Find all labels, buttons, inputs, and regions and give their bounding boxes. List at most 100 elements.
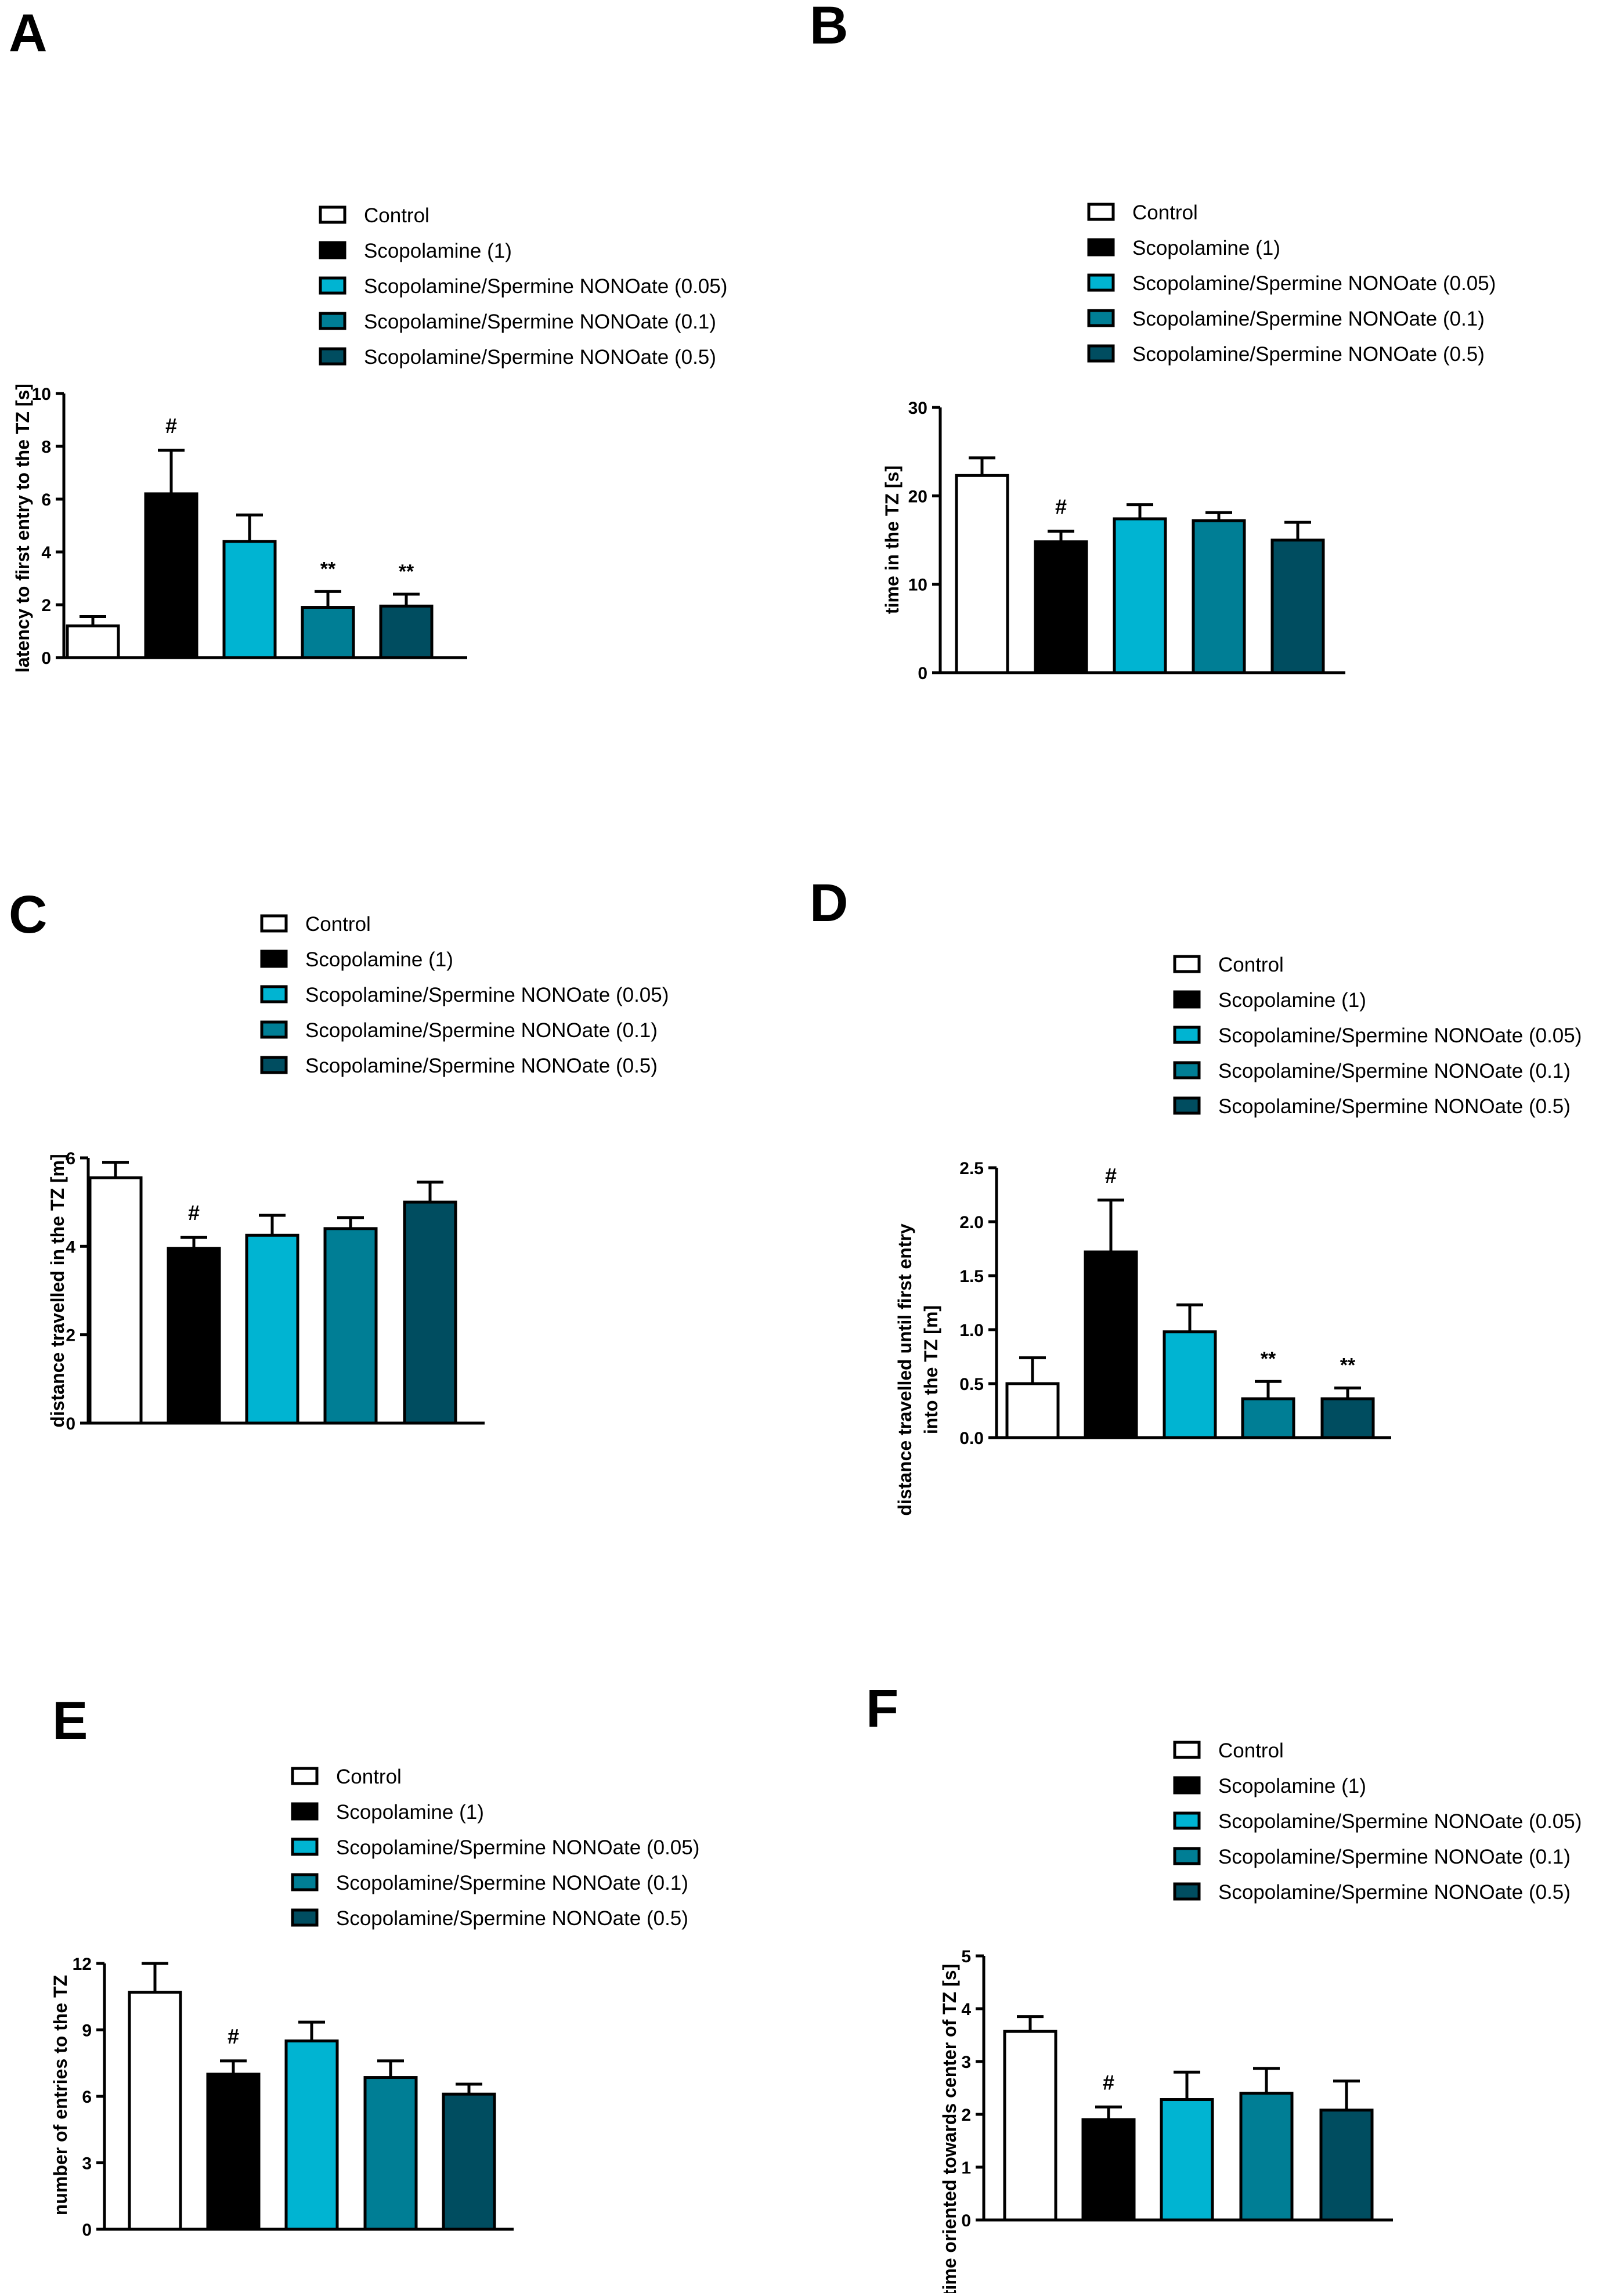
y-tick-label: 4 (66, 1237, 75, 1257)
y-tick-label: 2 (66, 1326, 75, 1345)
legend-label: Scopolamine (1) (336, 1801, 484, 1824)
bar (144, 492, 198, 659)
legend-swatch (319, 347, 346, 366)
y-tick-label: 5 (961, 1947, 971, 1966)
bar (1160, 2098, 1214, 2222)
legend-label: Scopolamine (1) (1218, 1775, 1366, 1797)
panel-letter: A (9, 3, 47, 63)
bar (1081, 2118, 1136, 2222)
legend-swatch (291, 1908, 319, 1927)
y-tick-label: 0.5 (959, 1375, 984, 1394)
significance-mark: # (1055, 494, 1067, 518)
legend: Control Scopolamine (1) Scopolamine/Spermi… (291, 1766, 699, 1930)
chart-panel-c: C Control Scopolamine (1) Scopolamine/Sperm… (9, 885, 669, 1434)
y-axis-label: number of entries to the TZ (50, 1975, 71, 2215)
legend: Control Scopolamine (1) Scopolamine/Spermi… (1173, 1739, 1582, 1904)
legend-label: Control (1218, 1739, 1284, 1762)
y-axis-label: distance travelled until first entry (894, 1223, 915, 1515)
legend-swatch (291, 1767, 319, 1785)
significance-mark: # (165, 414, 177, 438)
bar (222, 540, 277, 659)
significance-mark: ** (1340, 1354, 1356, 1376)
bar (442, 2092, 496, 2231)
legend-label: Scopolamine (1) (1218, 989, 1366, 1012)
legend-swatch (1087, 273, 1115, 292)
y-tick-label: 20 (908, 487, 927, 506)
bar (1113, 517, 1167, 674)
bar (284, 2039, 339, 2231)
bar (1163, 1330, 1217, 1439)
legend-label: Scopolamine/Spermine NONOate (0.05) (1132, 272, 1496, 295)
significance-mark: # (188, 1201, 200, 1225)
legend-label: Scopolamine/Spermine NONOate (0.5) (1132, 343, 1485, 366)
y-tick-label: 6 (41, 490, 51, 510)
bar (403, 1200, 457, 1425)
legend-label: Control (336, 1766, 402, 1788)
legend-label: Scopolamine (1) (1132, 237, 1280, 259)
legend-label: Scopolamine/Spermine NONOate (0.05) (1218, 1024, 1582, 1047)
chart-panel-f: F Control Scopolamine (1) Scopolamine/Sperm… (866, 1679, 1582, 2296)
y-tick-label: 2 (961, 2106, 971, 2125)
bar (1192, 519, 1246, 674)
bar (1320, 1397, 1375, 1439)
significance-mark: # (228, 2024, 239, 2048)
panel-letter: C (9, 885, 47, 944)
legend: Control Scopolamine (1) Scopolamine/Spermi… (260, 913, 669, 1077)
legend-swatch (1173, 1061, 1201, 1080)
legend-label: Scopolamine/Spermine NONOate (0.5) (1218, 1095, 1571, 1118)
legend-label: Scopolamine/Spermine NONOate (0.1) (364, 311, 716, 333)
y-tick-label: 4 (41, 543, 51, 562)
legend-swatch (260, 985, 288, 1003)
y-tick-label: 6 (82, 2088, 92, 2107)
legend-swatch (260, 1056, 288, 1074)
panel-letter: B (810, 0, 848, 55)
legend: Control Scopolamine (1) Scopolamine/Spermi… (319, 204, 727, 369)
bar (128, 1991, 182, 2231)
y-axis-label-line2: into the TZ [m] (920, 1305, 941, 1434)
significance-mark: ** (399, 561, 414, 583)
legend-label: Scopolamine/Spermine NONOate (0.1) (336, 1872, 688, 1894)
legend-swatch (319, 205, 346, 224)
legend-label: Scopolamine/Spermine NONOate (0.5) (305, 1055, 658, 1077)
legend-label: Scopolamine/Spermine NONOate (0.1) (1132, 308, 1485, 330)
y-tick-label: 0 (918, 664, 927, 683)
y-tick-label: 9 (82, 2021, 92, 2041)
legend-label: Control (305, 913, 371, 936)
y-tick-label: 2 (41, 596, 51, 615)
legend-swatch (1173, 1026, 1201, 1044)
legend-swatch (1087, 309, 1115, 327)
bar (1270, 539, 1325, 674)
y-tick-label: 1.0 (959, 1321, 984, 1340)
legend-label: Control (1218, 954, 1284, 976)
significance-mark: # (1103, 2070, 1114, 2094)
legend-swatch (1173, 1776, 1201, 1795)
y-tick-label: 1 (961, 2158, 971, 2178)
legend-swatch (1087, 203, 1115, 221)
y-tick-label: 4 (961, 2000, 971, 2019)
legend-label: Scopolamine/Spermine NONOate (0.5) (364, 346, 716, 369)
bar (1319, 2109, 1374, 2222)
legend-label: Scopolamine (1) (364, 240, 512, 262)
legend-swatch (260, 914, 288, 933)
y-tick-label: 0 (66, 1414, 75, 1434)
y-tick-label: 0 (961, 2211, 971, 2230)
significance-mark: # (1105, 1164, 1117, 1187)
y-tick-label: 3 (961, 2053, 971, 2072)
legend-swatch (319, 312, 346, 330)
legend-swatch (1087, 344, 1115, 363)
y-axis-label: time in the TZ [s] (882, 465, 903, 614)
bar (363, 2076, 418, 2231)
legend-swatch (1173, 1811, 1201, 1830)
chart-panel-e: E Control Scopolamine (1) Scopolamine/Sperm… (50, 1691, 699, 2240)
y-tick-label: 8 (41, 438, 51, 457)
bar (1034, 540, 1088, 674)
legend: Control Scopolamine (1) Scopolamine/Spermi… (1173, 954, 1582, 1118)
panel-letter: F (866, 1679, 898, 1738)
y-axis-label: time oriented towards center of TZ [s] (939, 1964, 960, 2293)
legend-label: Scopolamine/Spermine NONOate (0.5) (336, 1907, 688, 1930)
legend-swatch (1173, 1741, 1201, 1759)
chart-panel-a: A Control Scopolamine (1) Scopolamine/Sperm… (9, 3, 727, 673)
bar (955, 474, 1009, 674)
bar (323, 1227, 378, 1425)
